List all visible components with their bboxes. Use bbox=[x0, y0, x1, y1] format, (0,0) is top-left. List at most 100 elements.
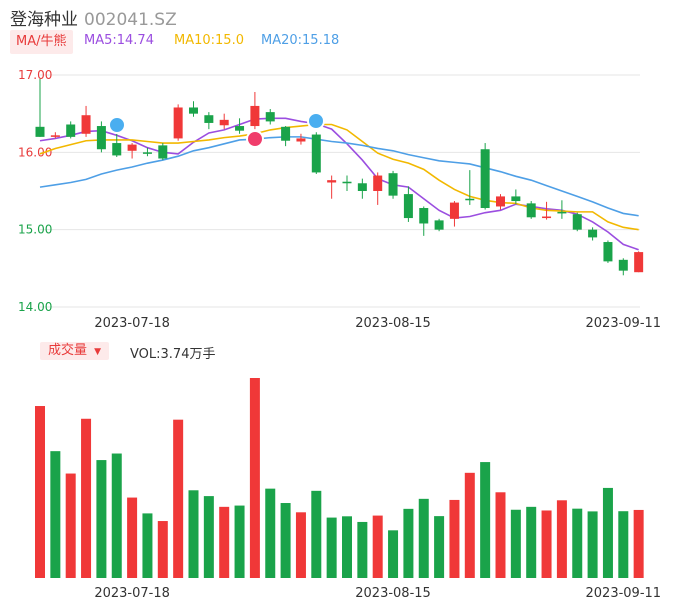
y-tick-label: 16.00 bbox=[18, 145, 52, 159]
candle-body bbox=[603, 242, 613, 262]
volume-bar bbox=[342, 516, 352, 578]
candle-body bbox=[618, 259, 628, 271]
y-tick-label: 17.00 bbox=[18, 68, 52, 82]
candle-body bbox=[265, 112, 275, 122]
candle-body bbox=[634, 252, 644, 273]
volume-bar bbox=[265, 488, 276, 578]
candle-body bbox=[112, 143, 122, 156]
signal-markers bbox=[108, 112, 325, 148]
volume-bar bbox=[587, 511, 598, 578]
volume-bars bbox=[35, 378, 644, 578]
volume-bar bbox=[127, 497, 138, 578]
y-tick-label: 14.00 bbox=[18, 300, 52, 314]
volume-bar bbox=[188, 490, 199, 578]
volume-indicator-button[interactable]: 成交量 ▼ bbox=[40, 342, 110, 360]
candle-body bbox=[357, 183, 367, 191]
price-grid bbox=[40, 74, 640, 308]
candle-body bbox=[342, 181, 352, 184]
x-tick-label: 2023-07-18 bbox=[94, 586, 170, 601]
ma20-label: MA20:15.18 bbox=[261, 33, 340, 48]
ma-lines bbox=[39, 117, 639, 251]
volume-bar bbox=[572, 508, 583, 578]
price-axis-labels: 17.00 16.00 15.00 14.00 bbox=[18, 68, 52, 314]
volume-bar bbox=[510, 509, 521, 578]
candle-body bbox=[66, 124, 76, 137]
candle-body bbox=[327, 180, 337, 183]
ma5-label: MA5:14.74 bbox=[84, 33, 154, 48]
x-tick-label: 2023-09-11 bbox=[586, 586, 662, 601]
candle-body bbox=[281, 126, 291, 141]
ma-indicator-button[interactable]: MA/牛熊 bbox=[10, 30, 73, 54]
stock-title: 登海种业 002041.SZ bbox=[10, 5, 177, 30]
candle-body bbox=[158, 145, 168, 159]
volume-bar bbox=[618, 511, 629, 578]
x-tick-label: 2023-07-18 bbox=[94, 316, 170, 331]
stock-name: 登海种业 bbox=[10, 10, 78, 30]
volume-bar bbox=[357, 521, 368, 578]
candle-body bbox=[219, 119, 229, 126]
volume-bar bbox=[234, 505, 245, 578]
candle-body bbox=[542, 216, 552, 219]
candle-body bbox=[557, 211, 567, 214]
price-date-labels: 2023-07-18 2023-08-15 2023-09-11 bbox=[94, 316, 661, 331]
candle-body bbox=[373, 175, 383, 191]
volume-bar bbox=[81, 418, 92, 578]
volume-bar bbox=[96, 460, 107, 578]
candle-body bbox=[204, 115, 214, 123]
candle-body bbox=[419, 208, 429, 224]
volume-bar bbox=[403, 508, 414, 578]
volume-bar bbox=[111, 453, 122, 578]
candle-body bbox=[96, 126, 106, 150]
volume-bar bbox=[556, 500, 567, 578]
volume-bar bbox=[526, 506, 537, 578]
volume-bar bbox=[434, 516, 445, 578]
candle-body bbox=[81, 115, 91, 134]
x-tick-label: 2023-08-15 bbox=[355, 586, 431, 601]
volume-bar bbox=[480, 462, 491, 578]
volume-bar bbox=[372, 515, 383, 578]
ma10-label: MA10:15.0 bbox=[174, 33, 244, 48]
candle-body bbox=[311, 134, 321, 173]
volume-bar bbox=[203, 496, 214, 578]
signal-marker-icon bbox=[108, 116, 126, 134]
x-tick-label: 2023-08-15 bbox=[355, 316, 431, 331]
candle-body bbox=[127, 144, 137, 151]
candle-body bbox=[142, 152, 152, 154]
volume-value-label: VOL:3.74万手 bbox=[130, 347, 216, 362]
volume-bar bbox=[173, 419, 184, 578]
ma20-line bbox=[39, 136, 639, 217]
volume-bar bbox=[449, 499, 460, 578]
candle-body bbox=[296, 138, 306, 142]
volume-bar bbox=[249, 378, 260, 578]
volume-bar bbox=[295, 512, 306, 578]
volume-bar bbox=[633, 509, 644, 578]
candle-body bbox=[388, 173, 398, 196]
ma10-line bbox=[39, 123, 639, 231]
caret-down-icon: ▼ bbox=[94, 347, 102, 357]
volume-bar bbox=[326, 517, 337, 578]
candle-body bbox=[173, 107, 183, 139]
volume-bar bbox=[464, 472, 475, 578]
volume-bar bbox=[418, 498, 429, 578]
y-tick-label: 15.00 bbox=[18, 223, 52, 237]
volume-date-labels: 2023-07-18 2023-08-15 2023-09-11 bbox=[94, 586, 661, 601]
volume-bar bbox=[219, 506, 230, 578]
candle-body bbox=[50, 135, 60, 137]
candle-body bbox=[496, 196, 505, 207]
volume-bar bbox=[280, 503, 291, 578]
candle-body bbox=[35, 126, 45, 137]
candle-body bbox=[511, 196, 521, 202]
candle-body bbox=[465, 198, 475, 201]
candle-body bbox=[403, 194, 413, 219]
signal-marker-icon bbox=[307, 112, 325, 130]
ma5-line bbox=[39, 117, 639, 251]
volume-bar bbox=[388, 530, 399, 578]
stock-code: 002041.SZ bbox=[84, 10, 177, 30]
candle-body bbox=[588, 229, 598, 238]
candle-body bbox=[434, 220, 444, 230]
volume-bar bbox=[50, 451, 61, 578]
volume-bar bbox=[311, 490, 322, 578]
volume-bar bbox=[495, 492, 506, 578]
volume-bar bbox=[35, 406, 45, 578]
